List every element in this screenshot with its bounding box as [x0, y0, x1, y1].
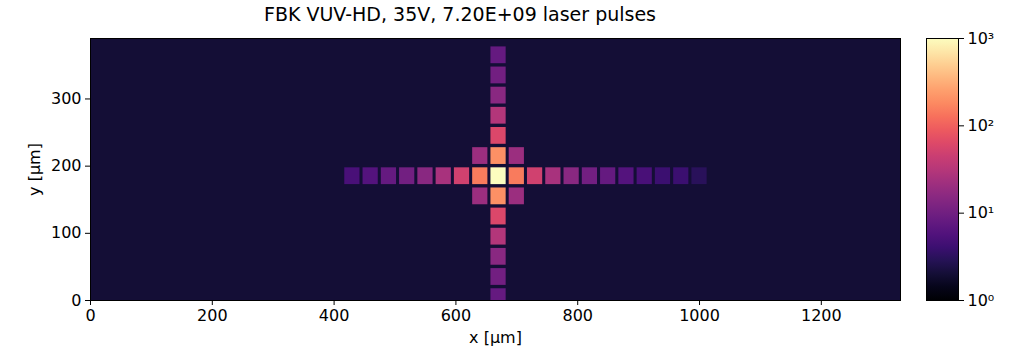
- svg-text:100: 100: [51, 223, 82, 242]
- svg-text:10⁰: 10⁰: [968, 291, 995, 310]
- svg-text:200: 200: [197, 306, 228, 325]
- svg-text:x [μm]: x [μm]: [469, 328, 522, 347]
- svg-text:800: 800: [562, 306, 593, 325]
- svg-text:10¹: 10¹: [968, 203, 995, 222]
- html-text:FBK VUV-HD, 35V, 7.20E+09 lase: FBK VUV-HD, 35V, 7.20E+09 laser pulses: [264, 3, 656, 25]
- svg-text:0: 0: [71, 291, 81, 310]
- svg-text:y [μm]: y [μm]: [25, 143, 44, 196]
- svg-text:10³: 10³: [968, 29, 995, 48]
- svg-text:400: 400: [319, 306, 350, 325]
- svg-text:200: 200: [51, 156, 82, 175]
- svg-text:300: 300: [51, 89, 82, 108]
- svg-text:10²: 10²: [968, 116, 995, 135]
- svg-text:1000: 1000: [679, 306, 720, 325]
- svg-text:0: 0: [85, 306, 95, 325]
- svg-text:600: 600: [441, 306, 472, 325]
- svg-text:1200: 1200: [801, 306, 842, 325]
